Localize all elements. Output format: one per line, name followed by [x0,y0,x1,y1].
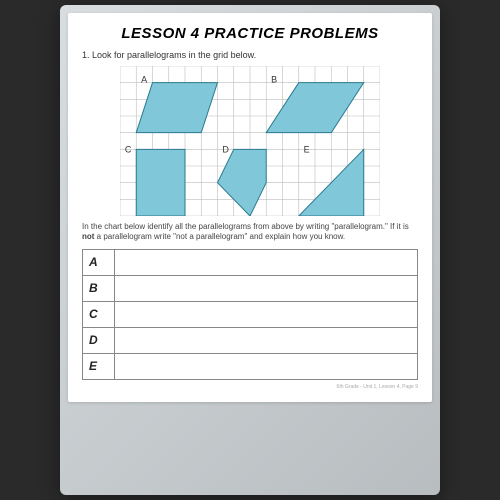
row-label: B [83,275,115,301]
shape-label-d: D [222,145,229,155]
screen-frame: LESSON 4 PRACTICE PROBLEMS 1. Look for p… [60,5,440,495]
question-text: Look for parallelograms in the grid belo… [92,50,256,60]
row-label: A [83,249,115,275]
shape-label-b: B [271,75,277,85]
row-label: D [83,327,115,353]
row-answer[interactable] [115,301,418,327]
question-number: 1. [82,50,90,60]
shape-grid: A B C D E [120,66,380,216]
page-title: LESSON 4 PRACTICE PROBLEMS [82,25,418,42]
row-answer[interactable] [115,353,418,379]
shape-label-c: C [125,145,132,155]
shape-label-e: E [304,145,310,155]
shape-grid-container: A B C D E [82,66,418,216]
table-row: C [83,301,418,327]
table-row: B [83,275,418,301]
table-row: A [83,249,418,275]
answer-table: ABCDE [82,249,418,380]
table-row: E [83,353,418,379]
instruction-text: In the chart below identify all the para… [82,222,418,243]
table-row: D [83,327,418,353]
shape-label-a: A [141,75,147,85]
row-answer[interactable] [115,327,418,353]
shape-c [136,149,185,216]
row-label: C [83,301,115,327]
shape-b [266,83,364,133]
row-answer[interactable] [115,249,418,275]
shape-d [218,149,267,216]
shape-a [136,83,217,133]
page-footer: 6th Grade - Unit 1, Lesson 4, Page 9 [82,384,418,390]
question-1: 1. Look for parallelograms in the grid b… [82,50,418,60]
worksheet-page: LESSON 4 PRACTICE PROBLEMS 1. Look for p… [68,13,432,402]
row-answer[interactable] [115,275,418,301]
row-label: E [83,353,115,379]
